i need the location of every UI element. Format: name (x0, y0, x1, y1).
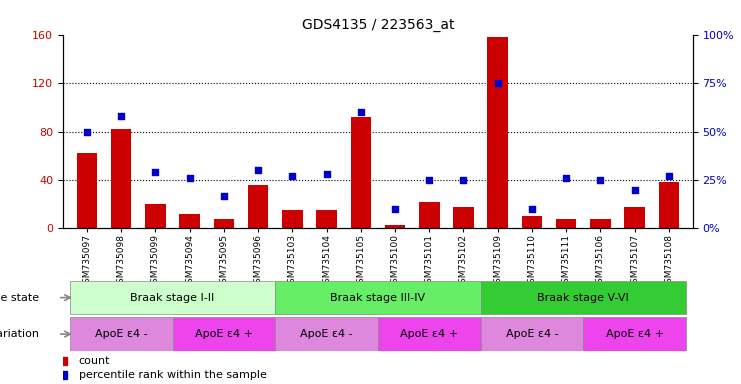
Point (150, 169, 162, 175)
Bar (76, 153, 97, 228)
Bar (145, 204, 166, 228)
Bar (350, 117, 371, 228)
Text: ApoE ε4 +: ApoE ε4 + (400, 329, 458, 339)
Bar (556, 219, 576, 228)
Text: Braak stage III-IV: Braak stage III-IV (330, 293, 425, 303)
Text: ApoE ε4 +: ApoE ε4 + (605, 329, 664, 339)
Bar (522, 216, 542, 228)
Point (594, 177, 606, 183)
Bar (590, 219, 611, 228)
Point (81, 129, 93, 135)
Bar (488, 37, 508, 228)
Text: disease state: disease state (0, 293, 39, 303)
Bar (316, 210, 337, 228)
Bar (481, 281, 686, 314)
Bar (583, 318, 686, 351)
Point (663, 173, 675, 179)
Bar (419, 202, 439, 228)
Bar (625, 207, 645, 228)
Bar (70, 318, 173, 351)
Text: ApoE ε4 -: ApoE ε4 - (300, 329, 353, 339)
Bar (385, 225, 405, 228)
Point (457, 177, 469, 183)
Point (321, 171, 333, 177)
Point (526, 206, 538, 212)
Point (287, 173, 299, 179)
Title: GDS4135 / 223563_at: GDS4135 / 223563_at (302, 18, 454, 32)
Bar (659, 182, 679, 228)
Point (184, 175, 196, 181)
Text: ApoE ε4 +: ApoE ε4 + (195, 329, 253, 339)
Point (389, 206, 401, 212)
Point (560, 175, 572, 181)
Text: Braak stage V-VI: Braak stage V-VI (537, 293, 629, 303)
Bar (453, 207, 473, 228)
Bar (179, 214, 200, 228)
Bar (275, 318, 378, 351)
Point (628, 187, 640, 193)
Text: count: count (79, 356, 110, 366)
Bar (275, 281, 481, 314)
Point (492, 80, 504, 86)
Point (218, 192, 230, 199)
Point (252, 167, 264, 174)
Text: ApoE ε4 -: ApoE ε4 - (95, 329, 147, 339)
Text: Braak stage I-II: Braak stage I-II (130, 293, 215, 303)
Bar (481, 318, 583, 351)
Point (423, 177, 435, 183)
Text: genotype/variation: genotype/variation (0, 329, 39, 339)
Text: ApoE ε4 -: ApoE ε4 - (505, 329, 558, 339)
Point (116, 113, 127, 119)
Point (355, 109, 367, 115)
Bar (111, 129, 131, 228)
Bar (247, 185, 268, 228)
Bar (173, 318, 275, 351)
Bar (70, 281, 275, 314)
Bar (282, 210, 302, 228)
Text: percentile rank within the sample: percentile rank within the sample (79, 370, 267, 380)
Bar (378, 318, 481, 351)
Bar (213, 219, 234, 228)
